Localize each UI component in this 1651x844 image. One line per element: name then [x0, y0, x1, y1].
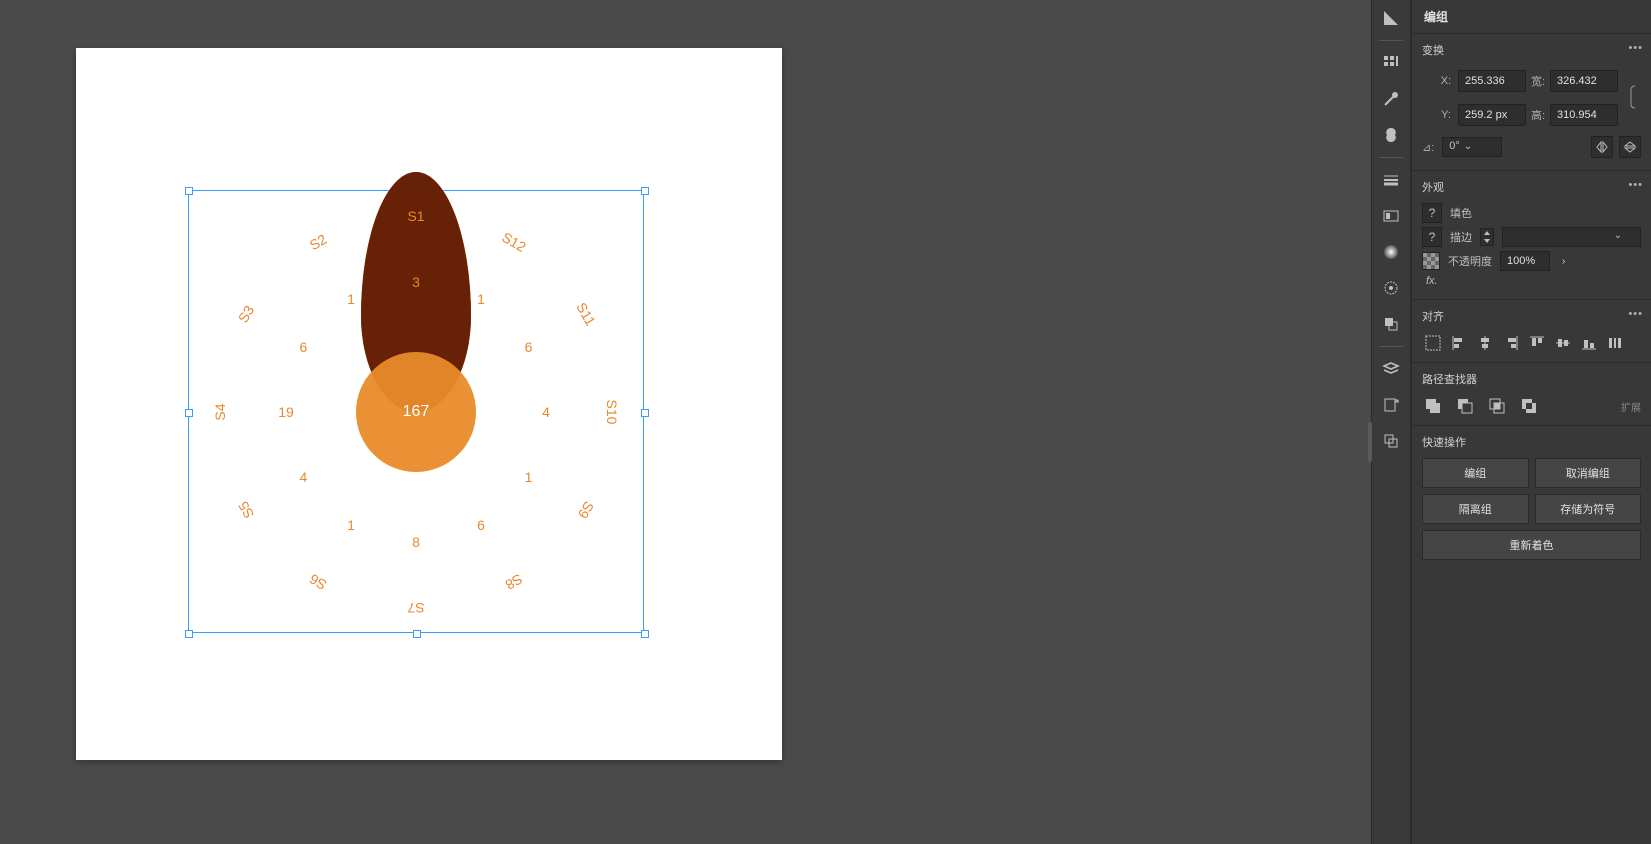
- w-label: 宽:: [1530, 73, 1546, 89]
- properties-panel: 编组 变换 ••• X: 宽: Y: 高:: [1411, 0, 1651, 844]
- height-input[interactable]: [1550, 104, 1618, 126]
- properties-panel-icon[interactable]: [1376, 3, 1406, 33]
- pathfinder-section: 路径查找器 扩展: [1412, 362, 1651, 425]
- color-panel-icon[interactable]: [1376, 48, 1406, 78]
- petal-value: 19: [278, 404, 294, 420]
- petal-value: 6: [300, 339, 308, 355]
- selection-type-label: 编组: [1412, 0, 1651, 33]
- h-label: 高:: [1530, 107, 1546, 123]
- selection-handle[interactable]: [185, 630, 193, 638]
- opacity-input[interactable]: [1500, 251, 1550, 271]
- right-tool-strip: [1371, 0, 1411, 844]
- flip-vertical-icon[interactable]: [1619, 136, 1641, 158]
- selection-handle[interactable]: [185, 187, 193, 195]
- pf-unite-icon[interactable]: [1422, 395, 1444, 417]
- selection-handle[interactable]: [413, 630, 421, 638]
- petal-label: S1: [407, 208, 424, 224]
- angle-label: ⊿:: [1422, 141, 1434, 154]
- petal-value: 8: [412, 534, 420, 550]
- pf-exclude-icon[interactable]: [1518, 395, 1540, 417]
- petal-value: 1: [477, 291, 485, 307]
- quick-actions-section: 快速操作 编组 取消编组 隔离组 存储为符号 重新着色: [1412, 425, 1651, 568]
- petal-value: 1: [347, 291, 355, 307]
- appearance-section: 外观 ••• ? 填色 ? 描边 ⌄ 不透明度 › fx.: [1412, 170, 1651, 299]
- flip-horizontal-icon[interactable]: [1591, 136, 1613, 158]
- quick-actions-title: 快速操作: [1422, 434, 1641, 450]
- center-value: 167: [403, 403, 430, 421]
- transform-title: 变换: [1422, 42, 1641, 58]
- recolor-button[interactable]: 重新着色: [1422, 530, 1641, 560]
- align-top-icon[interactable]: [1526, 332, 1548, 354]
- y-label: Y:: [1438, 109, 1454, 121]
- petal-value: 1: [347, 517, 355, 533]
- selection-handle[interactable]: [641, 409, 649, 417]
- appearance-title: 外观: [1422, 179, 1641, 195]
- align-bottom-icon[interactable]: [1578, 332, 1600, 354]
- distribute-icon[interactable]: [1604, 332, 1626, 354]
- selection-handle[interactable]: [641, 630, 649, 638]
- gradient-panel-icon[interactable]: [1376, 237, 1406, 267]
- fill-swatch[interactable]: ?: [1422, 203, 1442, 223]
- x-label: X:: [1438, 75, 1454, 87]
- pf-intersect-icon[interactable]: [1486, 395, 1508, 417]
- group-button[interactable]: 编组: [1422, 458, 1529, 488]
- isolate-button[interactable]: 隔离组: [1422, 494, 1529, 524]
- canvas-area: 167S13S121S116S104S91S86S78S61S54S419S36…: [0, 0, 1260, 844]
- align-hcenter-icon[interactable]: [1474, 332, 1496, 354]
- selection-handle[interactable]: [641, 187, 649, 195]
- stroke-swatch[interactable]: ?: [1422, 227, 1442, 247]
- transparency-panel-icon[interactable]: [1376, 309, 1406, 339]
- panel-grip[interactable]: [1368, 422, 1372, 462]
- y-input[interactable]: [1458, 104, 1526, 126]
- brushes-panel-icon[interactable]: [1376, 84, 1406, 114]
- ungroup-button[interactable]: 取消编组: [1535, 458, 1642, 488]
- pf-expand-label[interactable]: 扩展: [1621, 399, 1641, 414]
- width-input[interactable]: [1550, 70, 1618, 92]
- stroke-weight-stepper[interactable]: [1480, 228, 1494, 246]
- fill-label: 填色: [1450, 205, 1472, 221]
- petal-label: S4: [212, 403, 228, 420]
- x-input[interactable]: [1458, 70, 1526, 92]
- transform-menu-icon[interactable]: •••: [1628, 42, 1643, 54]
- align-section: 对齐 •••: [1412, 299, 1651, 362]
- swatches-panel-icon[interactable]: [1376, 201, 1406, 231]
- export-panel-icon[interactable]: [1376, 390, 1406, 420]
- petal-label: S7: [407, 600, 424, 616]
- align-left-icon[interactable]: [1448, 332, 1470, 354]
- appearance-menu-icon[interactable]: •••: [1628, 179, 1643, 191]
- reference-point-picker[interactable]: [1422, 85, 1426, 111]
- stroke-panel-icon[interactable]: [1376, 165, 1406, 195]
- pathfinder-title: 路径查找器: [1422, 371, 1641, 387]
- appearance-panel-icon[interactable]: [1376, 273, 1406, 303]
- align-vcenter-icon[interactable]: [1552, 332, 1574, 354]
- opacity-swatch-icon[interactable]: [1422, 252, 1440, 270]
- petal-value: 6: [477, 517, 485, 533]
- link-wh-icon[interactable]: [1628, 82, 1642, 115]
- petal-value: 1: [525, 469, 533, 485]
- fx-label[interactable]: fx.: [1426, 275, 1438, 287]
- angle-input[interactable]: 0°⌄: [1442, 137, 1502, 157]
- petal-value: 6: [525, 339, 533, 355]
- opacity-label: 不透明度: [1448, 253, 1492, 269]
- align-right-icon[interactable]: [1500, 332, 1522, 354]
- transform-section: 变换 ••• X: 宽: Y: 高:: [1412, 33, 1651, 170]
- selection-handle[interactable]: [185, 409, 193, 417]
- libraries-panel-icon[interactable]: [1376, 426, 1406, 456]
- layers-panel-icon[interactable]: [1376, 354, 1406, 384]
- petal-value: 3: [412, 274, 420, 290]
- petal-value: 4: [300, 469, 308, 485]
- pf-minus-icon[interactable]: [1454, 395, 1476, 417]
- stroke-label: 描边: [1450, 229, 1472, 245]
- petal-value: 4: [542, 404, 550, 420]
- symbols-panel-icon[interactable]: [1376, 120, 1406, 150]
- align-to-key-icon[interactable]: [1422, 332, 1444, 354]
- stroke-weight-dropdown[interactable]: ⌄: [1502, 227, 1641, 247]
- align-menu-icon[interactable]: •••: [1628, 308, 1643, 320]
- opacity-chevron-icon[interactable]: ›: [1562, 256, 1565, 267]
- align-title: 对齐: [1422, 308, 1641, 324]
- artboard[interactable]: 167S13S121S116S104S91S86S78S61S54S419S36…: [76, 48, 782, 760]
- save-symbol-button[interactable]: 存储为符号: [1535, 494, 1642, 524]
- petal-label: S10: [604, 400, 620, 425]
